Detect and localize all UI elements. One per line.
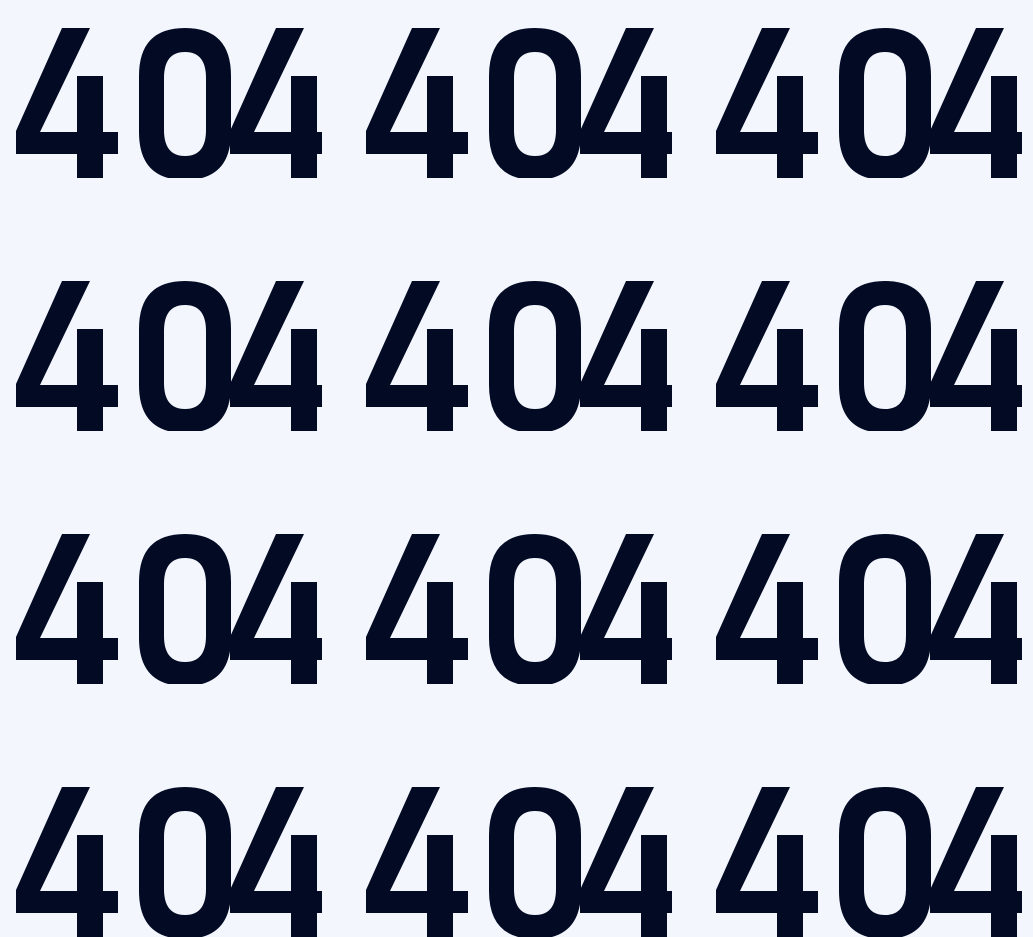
error-code-tile: 404	[12, 281, 322, 431]
error-code-glyphs	[16, 787, 322, 937]
error-code-tile: 404	[712, 787, 1022, 937]
error-code-tile: 404	[12, 534, 322, 684]
error-code-glyphs	[16, 534, 322, 684]
error-code-glyphs	[366, 534, 672, 684]
error-code-tile: 404	[362, 534, 672, 684]
error-code-glyphs	[366, 787, 672, 937]
error-code-tile: 404	[12, 787, 322, 937]
error-code-tile: 404	[12, 28, 322, 178]
error-code-glyphs	[366, 28, 672, 178]
error-code-tile: 404	[712, 28, 1022, 178]
error-code-tile: 404	[712, 534, 1022, 684]
error-code-tile: 404	[362, 281, 672, 431]
error-code-tile: 404	[712, 281, 1022, 431]
error-code-glyphs	[716, 28, 1022, 178]
error-code-glyphs	[716, 281, 1022, 431]
error-code-glyphs	[16, 28, 322, 178]
error-code-glyphs	[716, 534, 1022, 684]
error-code-glyphs	[366, 281, 672, 431]
error-code-tile: 404	[362, 787, 672, 937]
error-code-glyphs	[716, 787, 1022, 937]
error-code-glyphs	[16, 281, 322, 431]
error-code-tile: 404	[362, 28, 672, 178]
